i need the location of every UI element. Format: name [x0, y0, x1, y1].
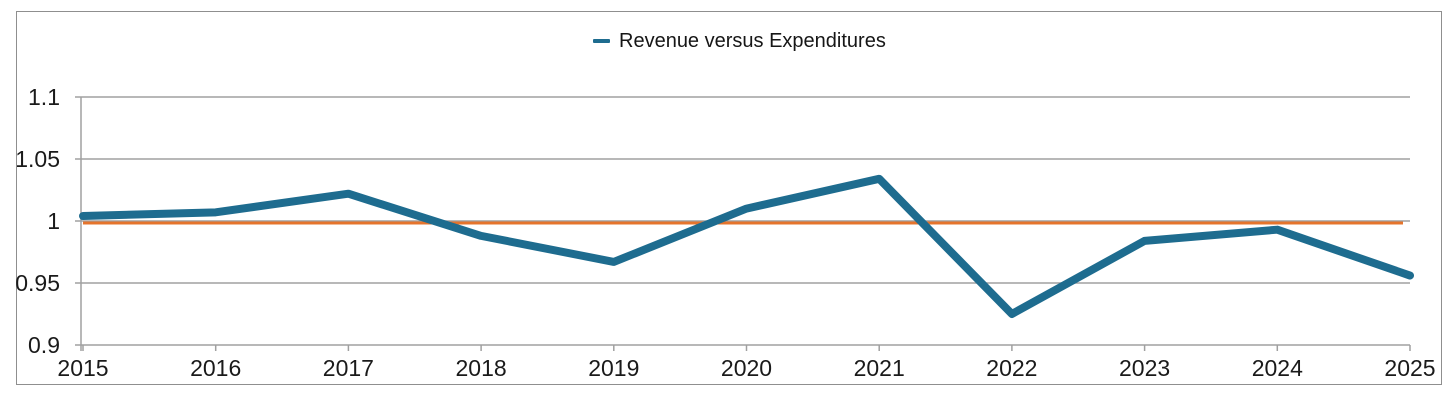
- chart-card: Revenue versus Expenditures: [16, 11, 1442, 385]
- series-line-revenue-versus-expenditures: [79, 174, 1414, 318]
- y-tick-label: 0.95: [15, 269, 60, 296]
- legend-label: Revenue versus Expenditures: [619, 29, 886, 52]
- x-tick-label: 2025: [1384, 355, 1436, 381]
- x-tick-label: 2017: [322, 355, 374, 381]
- x-tick-label: 2024: [1251, 355, 1303, 381]
- y-tick-label: 1.1: [28, 83, 60, 110]
- y-tick-label: 0.9: [28, 331, 60, 358]
- x-tick-label: 2016: [190, 355, 242, 381]
- legend-line-swatch: [593, 39, 610, 43]
- x-tick-label: 2022: [986, 355, 1038, 381]
- x-tick-label: 2018: [455, 355, 507, 381]
- y-tick-label: 1: [47, 207, 60, 234]
- x-tick-label: 2020: [720, 355, 773, 381]
- y-tick-label: 1.05: [15, 145, 60, 172]
- x-tick-label: 2015: [57, 355, 109, 381]
- x-tick-label: 2021: [853, 355, 905, 381]
- x-tick-label: 2019: [588, 355, 640, 381]
- chart-legend: Revenue versus Expenditures: [593, 28, 886, 54]
- x-tick-label: 2023: [1119, 355, 1171, 381]
